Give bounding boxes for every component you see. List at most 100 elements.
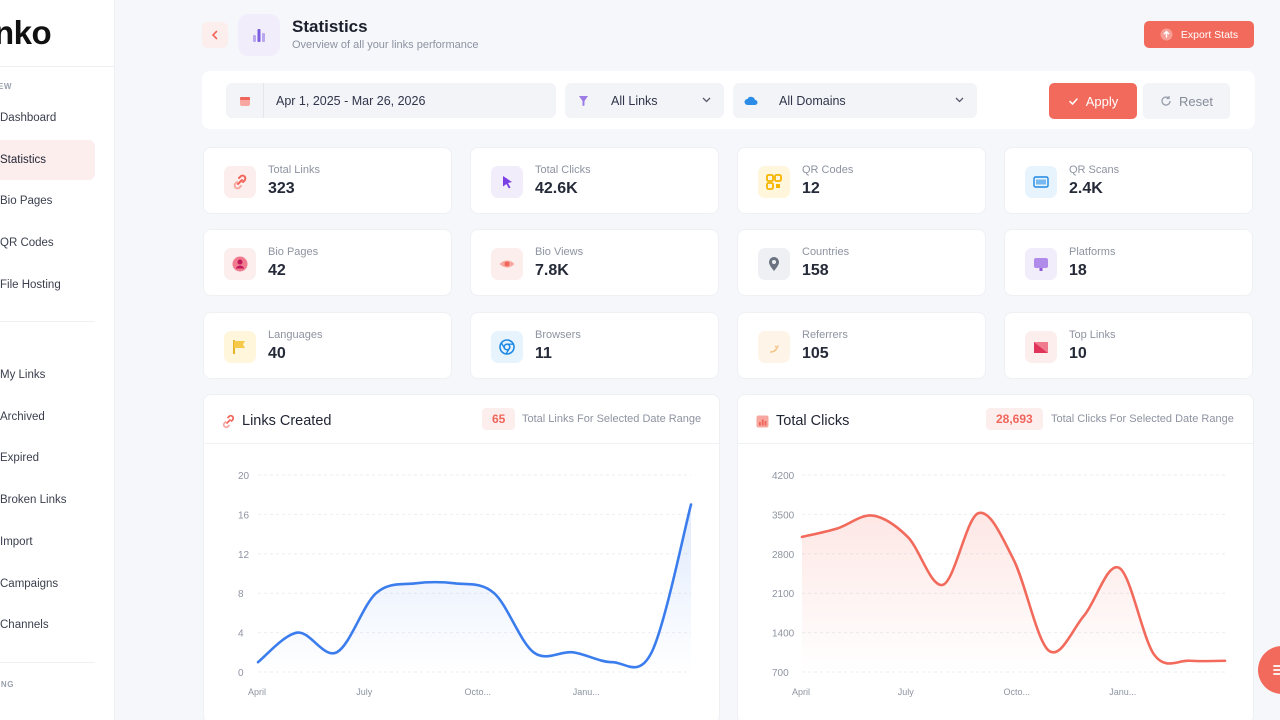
- flag-icon: [224, 331, 256, 363]
- app-logo[interactable]: nko: [0, 14, 52, 51]
- y-tick-label: 1400: [772, 629, 795, 640]
- section-label-bottom: ING: [0, 680, 15, 689]
- page-subtitle: Overview of all your links performance: [292, 39, 479, 51]
- barcode-icon: [1025, 166, 1057, 198]
- x-tick-label: Octo...: [1004, 687, 1031, 697]
- sidebar-item-channels[interactable]: Channels: [0, 619, 49, 631]
- sidebar-item-file-hosting[interactable]: File Hosting: [0, 279, 61, 291]
- chart-total-badge: 28,693: [986, 408, 1043, 430]
- back-button[interactable]: [202, 22, 228, 48]
- chart-title: Links Created: [242, 413, 332, 429]
- x-tick-label: Octo...: [465, 687, 492, 697]
- chart-total-badge: 65: [482, 408, 516, 430]
- sidebar-item-my-links[interactable]: My Links: [0, 369, 46, 381]
- stat-label: Languages: [268, 329, 323, 341]
- date-range-value: Apr 1, 2025 - Mar 26, 2026: [276, 93, 426, 108]
- stat-value: 12: [802, 180, 820, 197]
- reset-button[interactable]: Reset: [1143, 83, 1230, 119]
- stat-label: Platforms: [1069, 246, 1116, 258]
- stat-value: 42.6K: [535, 180, 578, 197]
- stat-card-browsers: Browsers 11: [470, 312, 719, 379]
- stat-label: QR Scans: [1069, 164, 1120, 176]
- sidebar-item-bio-pages[interactable]: Bio Pages: [0, 195, 53, 207]
- stat-value: 323: [268, 180, 295, 197]
- stat-card-top-links: Top Links 10: [1004, 312, 1253, 379]
- chart-total-description: Total Clicks For Selected Date Range: [1051, 413, 1234, 425]
- y-tick-label: 3500: [772, 510, 795, 521]
- filter-bar: Apr 1, 2025 - Mar 26, 2026 All Links All…: [202, 71, 1255, 129]
- stat-label: Bio Views: [535, 246, 584, 258]
- section-label-overview: EW: [0, 82, 13, 91]
- referrer-icon: [758, 331, 790, 363]
- stat-label: Browsers: [535, 329, 581, 341]
- chart-title: Total Clicks: [776, 413, 850, 429]
- top-links-icon: [1025, 331, 1057, 363]
- y-tick-label: 2800: [772, 550, 795, 561]
- sidebar-item-qr-codes[interactable]: QR Codes: [0, 237, 54, 249]
- cursor-icon: [491, 166, 523, 198]
- link-icon: [224, 166, 256, 198]
- total-clicks-chart-card: Total Clicks 28,693 Total Clicks For Sel…: [737, 394, 1254, 720]
- page-title: Statistics: [292, 17, 368, 36]
- stat-card-countries: Countries 158: [737, 229, 986, 296]
- sidebar-item-archived[interactable]: Archived: [0, 411, 45, 423]
- domains-select[interactable]: All Domains: [733, 83, 977, 118]
- chart-total-description: Total Links For Selected Date Range: [522, 413, 702, 425]
- sidebar-item-import[interactable]: Import: [0, 536, 33, 548]
- bar-chart-icon: [756, 415, 769, 428]
- bar-chart-icon: [253, 29, 265, 42]
- export-stats-button[interactable]: Export Stats: [1144, 21, 1254, 48]
- links-select[interactable]: All Links: [565, 83, 724, 118]
- divider: [0, 321, 95, 322]
- y-tick-label: 4200: [772, 471, 795, 482]
- links-created-chart: 0 4 8 12 16 20 April July Octo... Janu...: [238, 471, 693, 697]
- divider: [738, 443, 1253, 444]
- user-circle-icon: [224, 248, 256, 280]
- total-clicks-chart: 700 1400 2100 2800 3500 4200 April July Octo... J…: [772, 471, 1227, 697]
- x-tick-label: April: [792, 687, 810, 697]
- stat-value: 105: [802, 345, 829, 362]
- funnel-icon: [565, 95, 601, 107]
- links-select-value: All Links: [611, 93, 658, 108]
- sidebar-item-broken-links[interactable]: Broken Links: [0, 494, 67, 506]
- x-tick-label: July: [898, 687, 915, 697]
- export-icon: [1160, 28, 1173, 41]
- monitor-icon: [1025, 248, 1057, 280]
- check-icon: [1068, 97, 1078, 105]
- y-tick-label: 12: [238, 550, 250, 561]
- x-tick-label: Janu...: [573, 687, 600, 697]
- stat-card-referrers: Referrers 105: [737, 312, 986, 379]
- y-tick-label: 8: [238, 589, 244, 600]
- sidebar: nko EW Dashboard Statistics Bio Pages QR…: [0, 0, 115, 720]
- eye-icon: [491, 248, 523, 280]
- floating-menu-button[interactable]: [1258, 646, 1280, 694]
- stat-label: Bio Pages: [268, 246, 319, 258]
- stat-value: 42: [268, 262, 286, 279]
- y-tick-label: 2100: [772, 589, 795, 600]
- divider: [204, 443, 719, 444]
- series-area: [258, 504, 691, 672]
- stat-card-total-links: Total Links 323: [203, 147, 452, 214]
- stat-label: Total Links: [268, 164, 320, 176]
- y-tick-label: 20: [238, 471, 250, 482]
- stat-value: 18: [1069, 262, 1087, 279]
- sidebar-item-statistics[interactable]: Statistics: [0, 140, 95, 180]
- chevron-left-icon: [211, 30, 218, 40]
- y-tick-label: 16: [238, 510, 250, 521]
- stat-card-qr-scans: QR Scans 2.4K: [1004, 147, 1253, 214]
- sidebar-item-expired[interactable]: Expired: [0, 452, 39, 464]
- apply-button[interactable]: Apply: [1049, 83, 1137, 119]
- date-range-picker[interactable]: Apr 1, 2025 - Mar 26, 2026: [226, 83, 556, 118]
- links-created-chart-card: Links Created 65 Total Links For Selecte…: [203, 394, 720, 720]
- divider: [0, 662, 95, 663]
- map-pin-icon: [758, 248, 790, 280]
- sidebar-item-dashboard[interactable]: Dashboard: [0, 112, 57, 124]
- qr-code-icon: [758, 166, 790, 198]
- x-tick-label: April: [248, 687, 266, 697]
- stat-value: 158: [802, 262, 829, 279]
- stat-card-qr-codes: QR Codes 12: [737, 147, 986, 214]
- x-tick-label: July: [356, 687, 373, 697]
- refresh-icon: [1161, 96, 1171, 106]
- sidebar-item-campaigns[interactable]: Campaigns: [0, 578, 59, 590]
- stat-label: Total Clicks: [535, 164, 591, 176]
